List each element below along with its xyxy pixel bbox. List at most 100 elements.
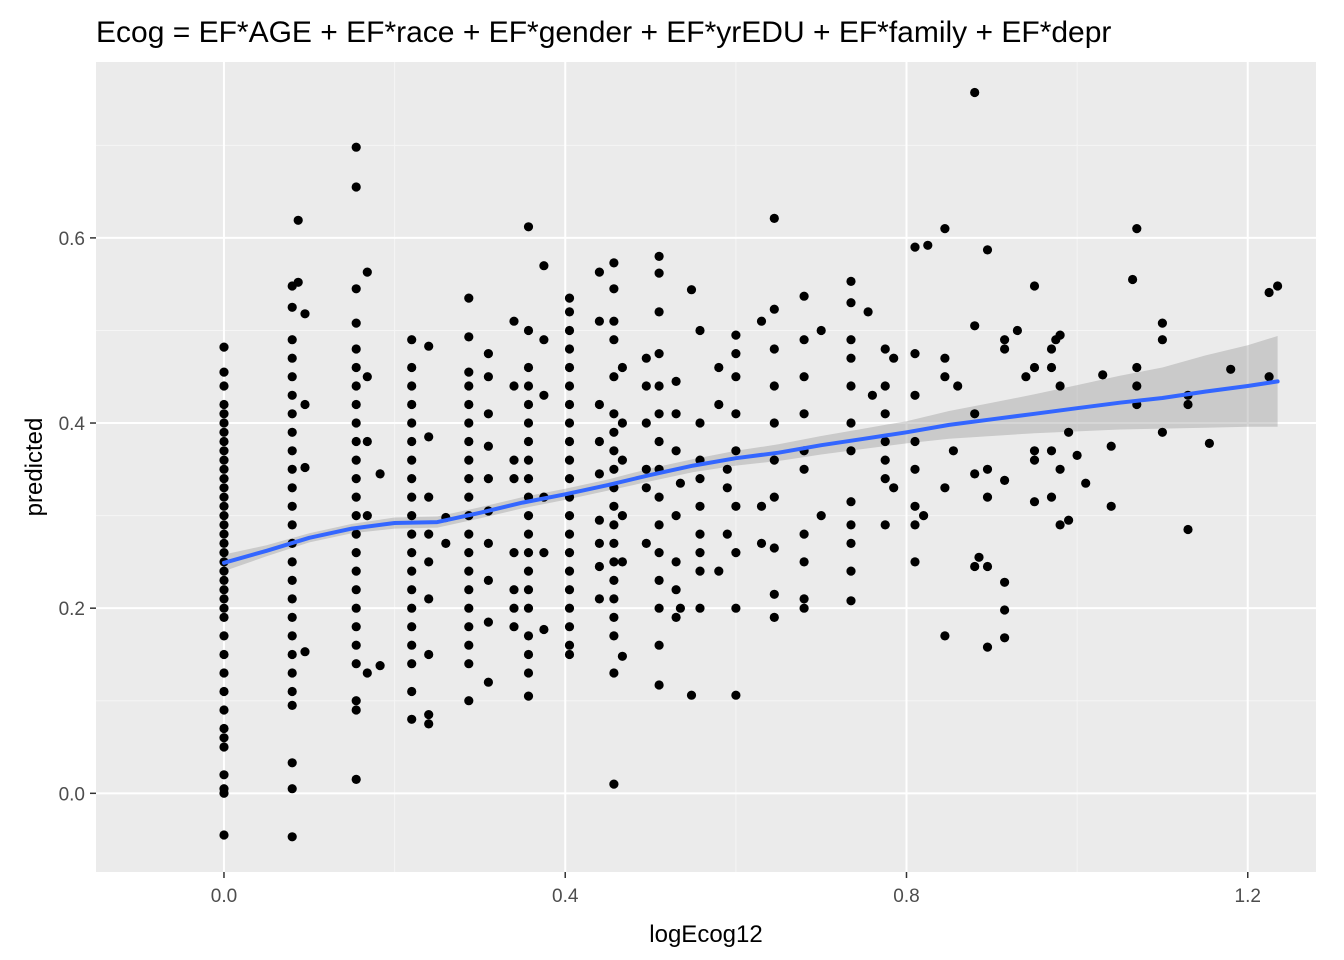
- data-point: [889, 353, 899, 363]
- data-point: [219, 649, 229, 660]
- data-point: [483, 538, 493, 549]
- data-point: [1046, 362, 1057, 373]
- data-point: [910, 390, 920, 400]
- x-tick-label: 0.4: [552, 886, 579, 907]
- data-point: [940, 483, 950, 493]
- data-point: [731, 501, 741, 511]
- data-point: [523, 510, 534, 521]
- data-point: [351, 696, 361, 706]
- data-point: [769, 455, 779, 465]
- data-point: [594, 594, 605, 604]
- data-point: [219, 399, 229, 410]
- data-point: [424, 710, 434, 720]
- data-point: [686, 285, 697, 295]
- data-point: [351, 399, 361, 410]
- data-point: [970, 469, 980, 479]
- data-point: [1000, 475, 1010, 485]
- data-point: [564, 529, 575, 539]
- data-point: [654, 251, 664, 261]
- data-point: [293, 277, 303, 287]
- data-point: [675, 478, 686, 488]
- data-point: [880, 409, 890, 419]
- data-point: [609, 631, 619, 641]
- data-point: [974, 552, 984, 562]
- data-point: [351, 344, 361, 354]
- x-axis-title: logEcog12: [649, 921, 762, 948]
- data-point: [564, 381, 575, 391]
- data-point: [1183, 524, 1193, 535]
- data-point: [464, 381, 474, 391]
- data-point: [769, 344, 779, 354]
- data-point: [714, 399, 724, 410]
- data-point: [654, 520, 664, 530]
- y-axis-title: predicted: [21, 418, 48, 517]
- data-point: [769, 543, 779, 553]
- data-point: [846, 497, 856, 507]
- data-point: [464, 367, 474, 377]
- data-point: [509, 585, 519, 595]
- data-point: [617, 362, 628, 373]
- data-point: [287, 557, 297, 567]
- data-point: [509, 316, 519, 326]
- data-point: [1000, 605, 1010, 615]
- data-point: [609, 316, 619, 326]
- data-point: [219, 418, 229, 428]
- data-point: [287, 700, 297, 711]
- data-point: [769, 213, 779, 223]
- data-point: [609, 372, 619, 382]
- data-point: [594, 538, 605, 549]
- data-point: [564, 622, 575, 632]
- data-point: [351, 548, 361, 558]
- data-point: [731, 690, 741, 700]
- data-point: [287, 353, 297, 363]
- data-point: [483, 409, 493, 419]
- data-point: [675, 603, 686, 613]
- data-point: [1132, 224, 1142, 234]
- data-point: [219, 566, 229, 576]
- data-point: [407, 714, 417, 724]
- data-point: [799, 291, 809, 301]
- data-point: [287, 612, 297, 623]
- data-point: [731, 446, 741, 456]
- data-point: [846, 418, 856, 428]
- data-point: [799, 557, 809, 567]
- data-point: [695, 325, 705, 336]
- data-point: [483, 677, 493, 687]
- data-point: [351, 705, 361, 715]
- data-point: [654, 548, 664, 558]
- data-point: [523, 325, 534, 336]
- data-point: [564, 585, 575, 595]
- data-point: [910, 520, 920, 530]
- data-point: [695, 566, 705, 576]
- data-point: [300, 309, 310, 319]
- data-point: [695, 474, 705, 484]
- data-point: [1132, 381, 1142, 391]
- data-point: [641, 483, 651, 493]
- data-point: [219, 381, 229, 391]
- data-point: [219, 436, 229, 447]
- data-point: [1029, 446, 1040, 456]
- data-point: [362, 510, 372, 521]
- data-point: [287, 464, 297, 474]
- data-point: [300, 399, 310, 410]
- data-point: [509, 455, 519, 465]
- data-point: [1055, 464, 1065, 474]
- data-point: [948, 446, 959, 456]
- data-point: [564, 399, 575, 410]
- data-point: [219, 612, 229, 623]
- data-point: [362, 668, 372, 678]
- data-point: [564, 325, 575, 336]
- data-point: [654, 575, 664, 586]
- chart-title: Ecog = EF*AGE + EF*race + EF*gender + EF…: [96, 16, 1111, 49]
- data-point: [889, 483, 899, 493]
- data-point: [1055, 381, 1065, 391]
- data-point: [219, 510, 229, 521]
- data-point: [424, 719, 434, 729]
- data-point: [1029, 497, 1040, 507]
- data-point: [219, 538, 229, 549]
- data-point: [523, 362, 534, 373]
- data-point: [407, 492, 417, 502]
- data-point: [219, 409, 229, 419]
- data-point: [464, 640, 474, 650]
- data-point: [219, 784, 229, 794]
